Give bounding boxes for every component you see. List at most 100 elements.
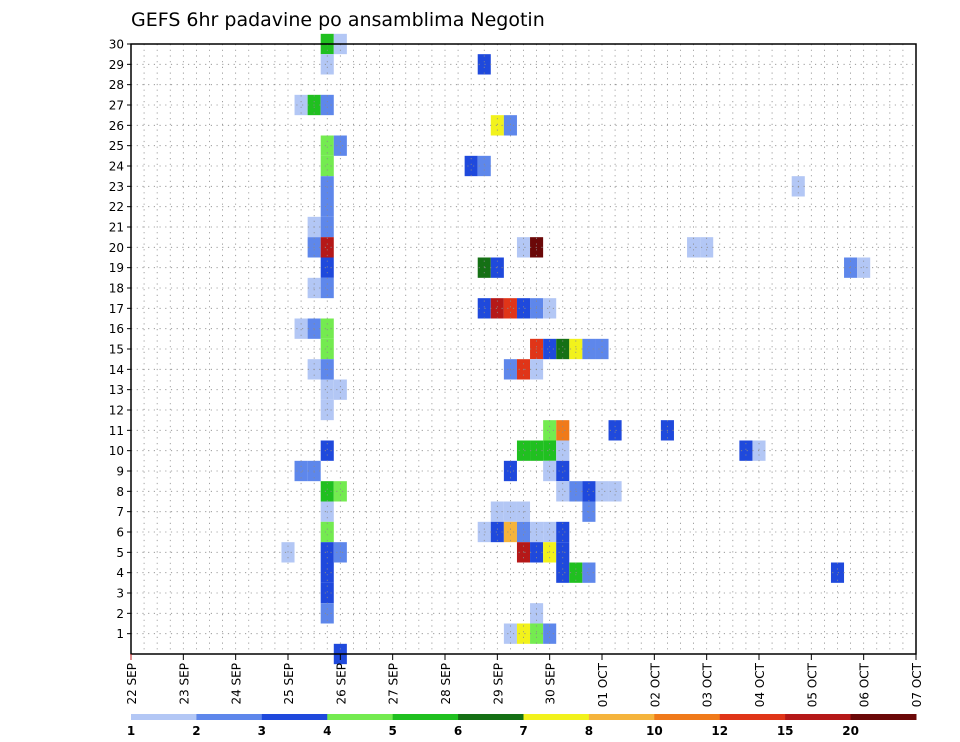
- y-tick-label: 10: [109, 444, 124, 458]
- y-tick-label: 7: [116, 505, 124, 519]
- data-cell: [543, 338, 557, 360]
- y-tick-label: 18: [109, 282, 124, 296]
- data-cell: [320, 196, 334, 217]
- data-cell: [320, 603, 334, 624]
- colorbar-segment: [850, 714, 917, 720]
- data-cell: [503, 521, 517, 543]
- data-cell: [503, 115, 517, 136]
- data-cell: [294, 460, 308, 482]
- data-cell: [490, 257, 504, 278]
- data-cell: [320, 257, 334, 278]
- y-tick-label: 2: [116, 607, 124, 621]
- y-tick-label: 9: [116, 465, 124, 479]
- y-tick-label: 28: [109, 78, 124, 92]
- colorbar-label: 3: [258, 724, 266, 738]
- colorbar-label: 10: [646, 724, 663, 738]
- data-cell: [477, 521, 491, 543]
- y-tick-label: 3: [116, 587, 124, 601]
- y-tick-label: 4: [116, 566, 124, 580]
- y-tick-label: 22: [109, 200, 124, 214]
- colorbar-segment: [523, 714, 590, 720]
- y-tick-label: 13: [109, 383, 124, 397]
- data-cell: [320, 440, 334, 461]
- x-axis: 22 SEP 23 SEP 24 SEP 25 SEP 26 SEP 27 SEP 28 S…: [125, 654, 924, 707]
- colorbar-segment: [261, 714, 328, 720]
- colorbar-segment: [196, 714, 263, 720]
- y-tick-label: 1: [116, 627, 124, 641]
- data-cell: [320, 277, 334, 299]
- data-cell: [320, 54, 334, 75]
- colorbar-label: 4: [323, 724, 331, 738]
- data-cell: [294, 318, 308, 339]
- x-tick-label: 25 SEP: [282, 663, 296, 705]
- colorbar-segment: [588, 714, 655, 720]
- data-cell: [320, 237, 334, 258]
- data-cell: [516, 623, 531, 644]
- data-cell: [556, 562, 570, 583]
- x-tick-label: 24 SEP: [230, 663, 244, 705]
- y-tick-label: 12: [109, 404, 124, 418]
- y-tick-label: 19: [109, 261, 124, 275]
- x-tick-label: 07 OCT: [910, 662, 924, 707]
- data-cell: [830, 562, 845, 583]
- data-cell: [320, 481, 334, 502]
- data-cell: [490, 115, 504, 136]
- data-cell: [543, 521, 557, 543]
- colorbar-label: 5: [388, 724, 396, 738]
- grid-layer: [131, 44, 916, 654]
- y-tick-label: 14: [109, 363, 124, 377]
- x-tick-label: 26 SEP: [334, 663, 348, 705]
- data-cell: [543, 440, 557, 461]
- data-cell: [687, 237, 701, 258]
- data-cell: [333, 135, 347, 156]
- data-cell: [700, 237, 714, 258]
- y-tick-label: 21: [109, 221, 124, 235]
- data-cell: [464, 155, 478, 177]
- data-cell: [543, 460, 557, 482]
- data-cell: [595, 338, 609, 360]
- data-cell: [320, 94, 334, 116]
- data-cell: [320, 135, 334, 156]
- colorbar-label: 12: [711, 724, 728, 738]
- colorbar-label: 7: [519, 724, 527, 738]
- data-cell: [556, 440, 570, 461]
- x-tick-label: 01 OCT: [596, 662, 610, 707]
- y-tick-label: 30: [109, 38, 124, 52]
- y-tick-label: 27: [109, 99, 124, 113]
- x-tick-label: 30 SEP: [544, 663, 558, 705]
- y-tick-label: 26: [109, 119, 124, 133]
- data-cell: [490, 521, 504, 543]
- data-cell: [320, 521, 334, 543]
- x-tick-label: 27 SEP: [387, 663, 401, 705]
- data-cell: [739, 440, 753, 461]
- y-tick-label: 24: [109, 160, 124, 174]
- data-cell: [608, 420, 622, 441]
- colorbar-segment: [654, 714, 721, 720]
- data-cell: [543, 623, 557, 644]
- data-cell: [503, 623, 517, 644]
- data-cell: [608, 481, 622, 502]
- data-cell: [477, 298, 491, 319]
- data-cell: [516, 298, 531, 319]
- data-cell: [490, 298, 504, 319]
- data-cell: [477, 257, 491, 278]
- colorbar-label: 1: [127, 724, 135, 738]
- data-cell: [477, 54, 491, 75]
- y-tick-label: 6: [116, 526, 124, 540]
- x-tick-label: 03 OCT: [701, 662, 715, 707]
- data-cell: [844, 257, 858, 278]
- y-tick-label: 16: [109, 322, 124, 336]
- data-cell: [320, 318, 334, 339]
- data-cell: [333, 379, 347, 400]
- x-tick-label: 06 OCT: [858, 662, 872, 707]
- colorbar-label: 6: [454, 724, 462, 738]
- data-cell: [503, 460, 517, 482]
- data-cell: [582, 338, 596, 360]
- y-tick-label: 20: [109, 241, 124, 255]
- data-cell: [595, 481, 609, 502]
- data-cell: [556, 521, 570, 543]
- data-cell: [543, 420, 557, 441]
- data-cell: [857, 257, 871, 278]
- x-tick-label: 04 OCT: [753, 662, 767, 707]
- data-cell: [556, 460, 570, 482]
